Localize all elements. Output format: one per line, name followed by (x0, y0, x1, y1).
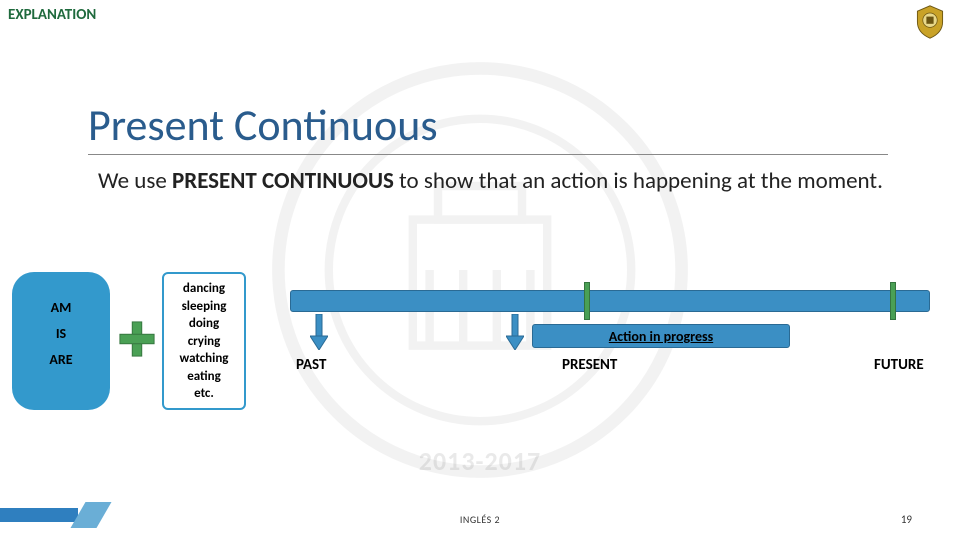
present-tick (584, 282, 590, 320)
action-label-box: Action in progress (532, 324, 790, 348)
page-title: Present Continuous (88, 98, 888, 155)
section-label: EXPLANATION (8, 6, 96, 24)
future-label: FUTURE (874, 356, 924, 374)
aux-item: IS (12, 325, 110, 342)
verbs-box: dancing sleeping doing crying watching e… (162, 272, 246, 410)
footer-course: INGLÉS 2 (460, 513, 500, 526)
subtitle-post: to show that an action is happening at t… (394, 167, 883, 195)
plus-icon (118, 320, 156, 358)
auxiliary-box: AM IS ARE (12, 272, 110, 410)
present-label: PRESENT (562, 356, 617, 374)
subtitle-bold: PRESENT CONTINUOUS (172, 167, 394, 195)
verb-item: eating (166, 368, 242, 386)
verb-item: watching (166, 350, 242, 368)
verb-item: crying (166, 333, 242, 351)
past-arrow-icon (310, 314, 328, 350)
verb-item: dancing (166, 280, 242, 298)
footer-accent (0, 508, 78, 522)
timeline: Action in progress PAST PRESENT FUTURE (290, 290, 930, 410)
subtitle: We use PRESENT CONTINUOUS to show that a… (98, 168, 900, 196)
aux-item: ARE (12, 351, 110, 368)
timeline-bar (290, 290, 930, 312)
aux-item: AM (12, 299, 110, 316)
watermark-year: 2013-2017 (419, 445, 541, 477)
action-arrow-icon (506, 314, 524, 350)
subtitle-pre: We use (98, 167, 172, 195)
verb-item: sleeping (166, 298, 242, 316)
future-tick (890, 282, 896, 320)
verb-item: etc. (166, 385, 242, 403)
verb-item: doing (166, 315, 242, 333)
crest-icon (912, 4, 948, 40)
past-label: PAST (296, 356, 326, 374)
footer-page-number: 19 (901, 513, 912, 526)
